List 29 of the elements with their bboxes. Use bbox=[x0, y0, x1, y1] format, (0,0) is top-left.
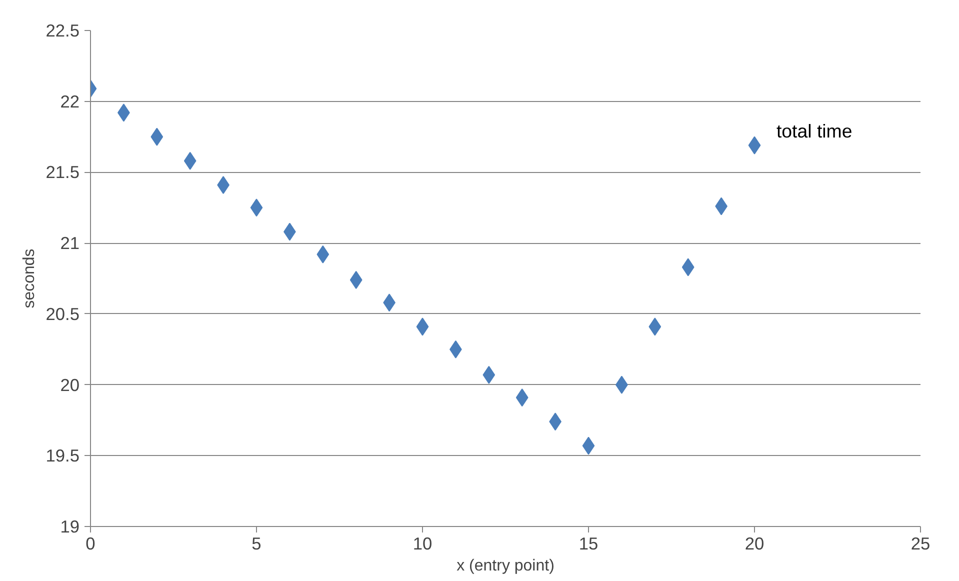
y-tick-label: 20.5 bbox=[46, 304, 80, 324]
x-tick-label: 25 bbox=[910, 534, 930, 554]
point bbox=[648, 318, 662, 336]
y-tick-label: 19 bbox=[60, 516, 80, 536]
y-tick-label: 22.5 bbox=[46, 20, 80, 40]
x-tick-label: 5 bbox=[252, 534, 262, 554]
y-tick-label: 21 bbox=[60, 233, 80, 254]
x-axis-title: x (entry point) bbox=[456, 558, 554, 574]
point bbox=[516, 388, 528, 407]
y-tick-label: 19.5 bbox=[46, 446, 80, 466]
point bbox=[682, 258, 694, 276]
y-tick-label: 22 bbox=[60, 91, 80, 112]
y-tick-label: 20 bbox=[60, 374, 80, 395]
x-tick-label: 15 bbox=[578, 534, 598, 554]
x-tick-label: 10 bbox=[412, 534, 432, 554]
point bbox=[250, 198, 263, 217]
point bbox=[416, 318, 429, 336]
point bbox=[582, 436, 595, 455]
point bbox=[748, 136, 761, 154]
point bbox=[184, 152, 196, 170]
point bbox=[350, 270, 362, 289]
point bbox=[316, 245, 330, 264]
x-tick-label: 0 bbox=[86, 534, 96, 554]
series-label: total time bbox=[776, 120, 852, 142]
y-axis-title: seconds bbox=[20, 248, 38, 308]
y-tick-label: 21.5 bbox=[46, 162, 80, 182]
point bbox=[482, 366, 496, 384]
x-tick-label: 20 bbox=[744, 534, 764, 554]
point bbox=[150, 128, 164, 146]
